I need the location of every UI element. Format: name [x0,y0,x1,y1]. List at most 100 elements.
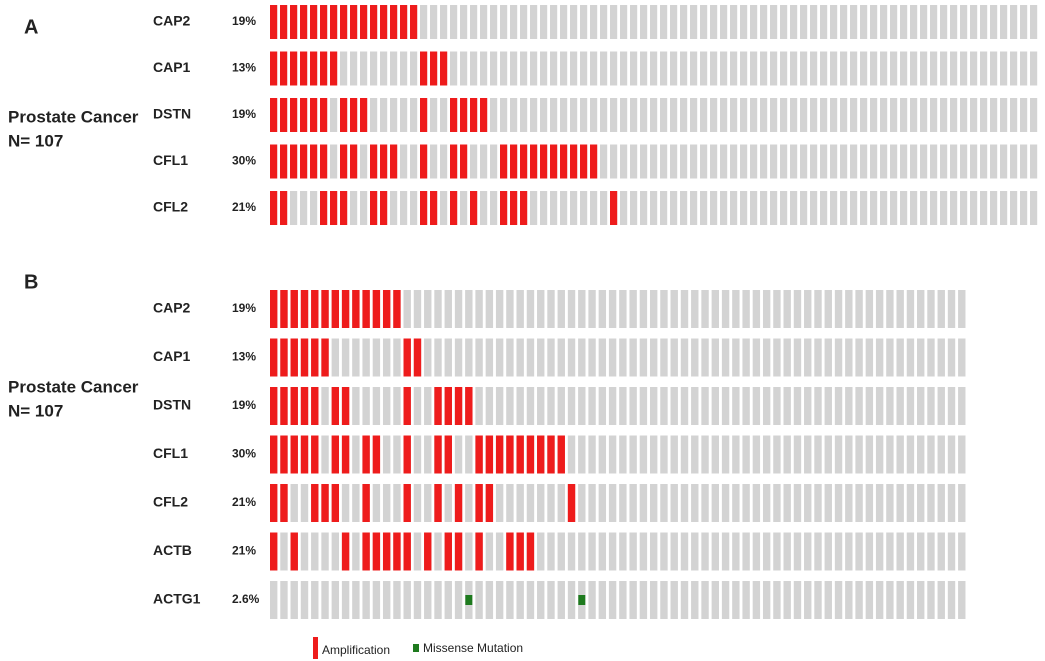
amplification-cell [330,5,338,39]
cell [886,387,894,425]
cell [947,435,956,474]
legend-label: Amplification [322,643,390,657]
cell [670,290,678,328]
cell [413,435,422,474]
cell [578,532,586,571]
amplification-cell [321,290,329,328]
cell [880,51,888,86]
cell [475,387,483,425]
cell [760,144,768,179]
cell [620,51,628,86]
cell [500,98,508,132]
amplification-cell [450,144,458,179]
cell [890,191,898,225]
cell [382,581,391,619]
cell [960,5,968,39]
cell [619,435,627,474]
cell [560,5,568,39]
cell [454,338,463,377]
cell [960,51,968,86]
cell [400,191,408,225]
amplification-cell [380,144,388,179]
amplification-cell [413,338,422,377]
cell [390,98,398,132]
cell [896,484,904,522]
cell [840,98,848,132]
cell [930,144,938,179]
cell [465,290,473,328]
cell [958,532,966,571]
cell [444,290,452,328]
cell [680,484,689,522]
cell [870,144,878,179]
cell [649,435,658,474]
cell [454,581,463,619]
missense-mark [465,595,473,605]
cell [820,5,828,39]
cell [352,387,360,425]
amplification-cell [560,144,568,179]
cell [537,387,545,425]
cell [824,532,832,571]
cell [830,51,838,86]
cell [690,144,698,179]
amplification-cell [454,484,463,522]
amplification-cell [516,435,524,474]
cell [917,338,925,377]
panel-label: A [24,16,38,38]
gene-label: CAP1 [153,348,191,364]
cell [290,484,298,522]
amplification-cell [330,51,338,86]
cell [937,532,945,571]
amplification-cell [341,435,350,474]
amplification-cell [320,191,328,225]
cell [600,5,608,39]
cell [860,51,868,86]
cell [990,191,998,225]
amplification-cell [460,144,468,179]
cell [691,581,699,619]
cell [804,484,812,522]
cell [783,581,791,619]
amplification-cell [390,144,398,179]
cell [937,338,945,377]
amplification-cell [320,51,328,86]
percent-label: 13% [232,61,256,75]
cell [937,290,945,328]
cell [424,435,432,474]
amplification-cell [444,387,452,425]
cell [300,581,309,619]
cell [413,581,422,619]
cohort-label: Prostate Cancer [8,107,139,126]
cell [510,5,518,39]
cell [930,51,938,86]
cell [450,5,458,39]
cell [824,435,832,474]
cell [906,290,915,328]
amplification-cell [311,387,319,425]
cell [620,144,628,179]
cell [740,51,748,86]
amplification-cell [610,191,618,225]
cell [721,290,730,328]
amplification-cell [280,290,288,328]
amplification-cell [444,532,452,571]
cell [537,484,545,522]
cell [639,338,648,377]
cell [495,290,504,328]
cell [588,532,596,571]
cell [670,484,678,522]
cell [900,144,908,179]
cell [660,338,668,377]
gene-label: CAP2 [153,300,191,316]
amplification-cell [470,191,478,225]
amplification-cell [331,387,340,425]
cell [321,435,329,474]
cell [580,98,588,132]
cell [660,5,668,39]
cell [600,51,608,86]
cell [454,435,463,474]
amplification-cell [434,435,442,474]
cell [930,5,938,39]
missense-mark [578,595,586,605]
